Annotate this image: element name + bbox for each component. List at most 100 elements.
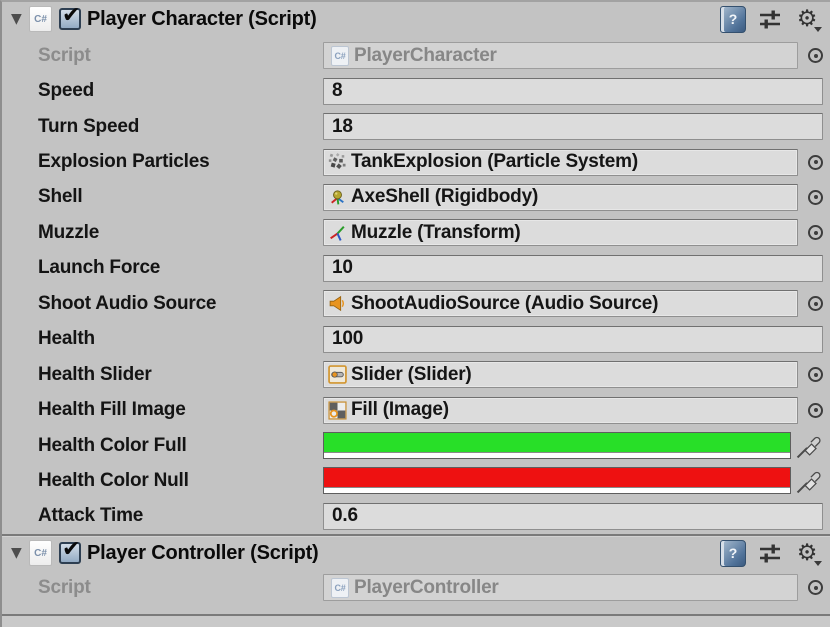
field-label: Shoot Audio Source: [38, 292, 217, 314]
object-picker-icon[interactable]: [808, 367, 823, 383]
ui-slider-icon: [328, 365, 347, 384]
gear-glyph: ⚙: [796, 5, 818, 32]
field-label: Health Slider: [38, 363, 152, 385]
health-color-null-swatch[interactable]: [323, 467, 791, 495]
component-header-player-character: ▼ C# ✔ Player Character (Script) ? ⚙: [2, 2, 830, 36]
gear-glyph: ⚙: [796, 539, 818, 566]
script-object-field[interactable]: C# PlayerController: [323, 574, 798, 602]
field-row-health-fill-image: Health Fill Image Fill (Image): [2, 392, 830, 427]
rigidbody-icon: [331, 190, 344, 205]
object-field-value: PlayerCharacter: [354, 44, 497, 66]
alpha-bar: [324, 487, 790, 494]
alpha-bar: [324, 452, 790, 459]
field-label: Launch Force: [38, 257, 161, 279]
object-field-value: Slider (Slider): [351, 363, 472, 385]
presets-icon[interactable]: [758, 7, 782, 31]
muzzle-object-field[interactable]: Muzzle (Transform): [323, 219, 798, 247]
field-label: Attack Time: [38, 505, 144, 527]
field-row-script: Script C# PlayerController: [2, 570, 830, 605]
explosion-particles-object-field[interactable]: TankExplosion (Particle System): [323, 148, 798, 176]
eyedropper-icon[interactable]: [795, 467, 823, 495]
field-label: Health Color Null: [38, 469, 189, 491]
help-book-icon[interactable]: ?: [720, 539, 746, 567]
color-value: [324, 433, 790, 453]
field-row-health-slider: Health Slider Slider (Slider): [2, 357, 830, 392]
component-title: Player Character (Script): [87, 7, 317, 30]
foldout-triangle-icon[interactable]: ▼: [11, 545, 22, 562]
gear-icon[interactable]: ⚙: [794, 539, 822, 567]
speed-input[interactable]: 8: [323, 77, 823, 105]
field-label: Turn Speed: [38, 115, 140, 137]
field-label: Script: [38, 44, 91, 66]
component-body: Script C# PlayerCharacter Speed 8 Turn S…: [2, 36, 830, 534]
help-book-icon[interactable]: ?: [720, 5, 746, 33]
field-label: Health Fill Image: [38, 399, 186, 421]
object-picker-icon[interactable]: [808, 48, 823, 64]
attack-time-input[interactable]: 0.6: [323, 502, 823, 530]
component-body: Script C# PlayerController: [2, 570, 830, 605]
shell-object-field[interactable]: AxeShell (Rigidbody): [323, 183, 798, 211]
field-row-speed: Speed 8: [2, 73, 830, 108]
component-divider: [2, 534, 830, 537]
object-picker-icon[interactable]: [808, 154, 823, 170]
object-field-value: Fill (Image): [351, 399, 449, 421]
transform-icon: [330, 226, 345, 242]
field-label: Script: [38, 576, 91, 598]
audio-source-icon: [329, 296, 345, 312]
field-label: Shell: [38, 186, 83, 208]
ui-image-icon: [328, 401, 347, 420]
object-picker-icon[interactable]: [808, 402, 823, 418]
eyedropper-icon[interactable]: [795, 432, 823, 460]
object-field-value: Muzzle (Transform): [351, 221, 521, 243]
checkmark-icon: ✔: [62, 537, 81, 563]
field-row-explosion-particles: Explosion Particles TankExplosion (: [2, 144, 830, 179]
spacer: [2, 606, 830, 614]
field-label: Muzzle: [38, 221, 100, 243]
field-row-health-color-null: Health Color Null: [2, 463, 830, 498]
turn-speed-input[interactable]: 18: [323, 113, 823, 141]
field-row-script: Script C# PlayerCharacter: [2, 38, 830, 73]
object-field-value: PlayerController: [354, 576, 499, 598]
field-label: Speed: [38, 80, 95, 102]
gear-caret-icon: [814, 560, 822, 566]
gear-icon[interactable]: ⚙: [794, 5, 822, 33]
csharp-script-icon: C#: [29, 6, 52, 32]
particle-system-icon: [328, 152, 346, 169]
shoot-audio-source-object-field[interactable]: ShootAudioSource (Audio Source): [323, 290, 798, 318]
object-picker-icon[interactable]: [808, 225, 823, 241]
health-color-full-swatch[interactable]: [323, 432, 791, 460]
object-picker-icon[interactable]: [808, 580, 823, 596]
color-value: [324, 468, 790, 488]
object-picker-icon[interactable]: [808, 296, 823, 312]
field-row-launch-force: Launch Force 10: [2, 251, 830, 286]
presets-icon[interactable]: [758, 541, 782, 565]
foldout-triangle-icon[interactable]: ▼: [11, 11, 22, 27]
object-field-value: ShootAudioSource (Audio Source): [351, 292, 659, 314]
field-row-muzzle: Muzzle Muzzle (Transform): [2, 215, 830, 250]
field-row-health: Health 100: [2, 322, 830, 357]
checkmark-icon: ✔: [62, 3, 81, 28]
csharp-script-icon: C#: [331, 45, 349, 66]
object-field-value: TankExplosion (Particle System): [351, 151, 638, 173]
component-enabled-checkbox[interactable]: ✔: [59, 537, 81, 565]
field-row-shoot-audio-source: Shoot Audio Source ShootAudioSource (Aud…: [2, 286, 830, 321]
health-fill-image-object-field[interactable]: Fill (Image): [323, 396, 798, 424]
object-picker-icon[interactable]: [808, 189, 823, 205]
object-field-value: AxeShell (Rigidbody): [351, 186, 539, 208]
field-row-health-color-full: Health Color Full: [2, 428, 830, 463]
component-title: Player Controller (Script): [87, 541, 319, 564]
field-label: Explosion Particles: [38, 151, 210, 173]
health-slider-object-field[interactable]: Slider (Slider): [323, 361, 798, 389]
field-label: Health Color Full: [38, 434, 187, 456]
launch-force-input[interactable]: 10: [323, 254, 823, 282]
field-label: Health: [38, 328, 95, 350]
script-object-field[interactable]: C# PlayerCharacter: [323, 42, 798, 70]
inspector-empty-area: [2, 615, 830, 627]
field-row-turn-speed: Turn Speed 18: [2, 109, 830, 144]
field-row-shell: Shell AxeShell (Rigidbody): [2, 180, 830, 215]
field-row-attack-time: Attack Time 0.6: [2, 499, 830, 534]
health-input[interactable]: 100: [323, 325, 823, 353]
csharp-script-icon: C#: [29, 540, 52, 567]
component-enabled-checkbox[interactable]: ✔: [59, 3, 81, 30]
